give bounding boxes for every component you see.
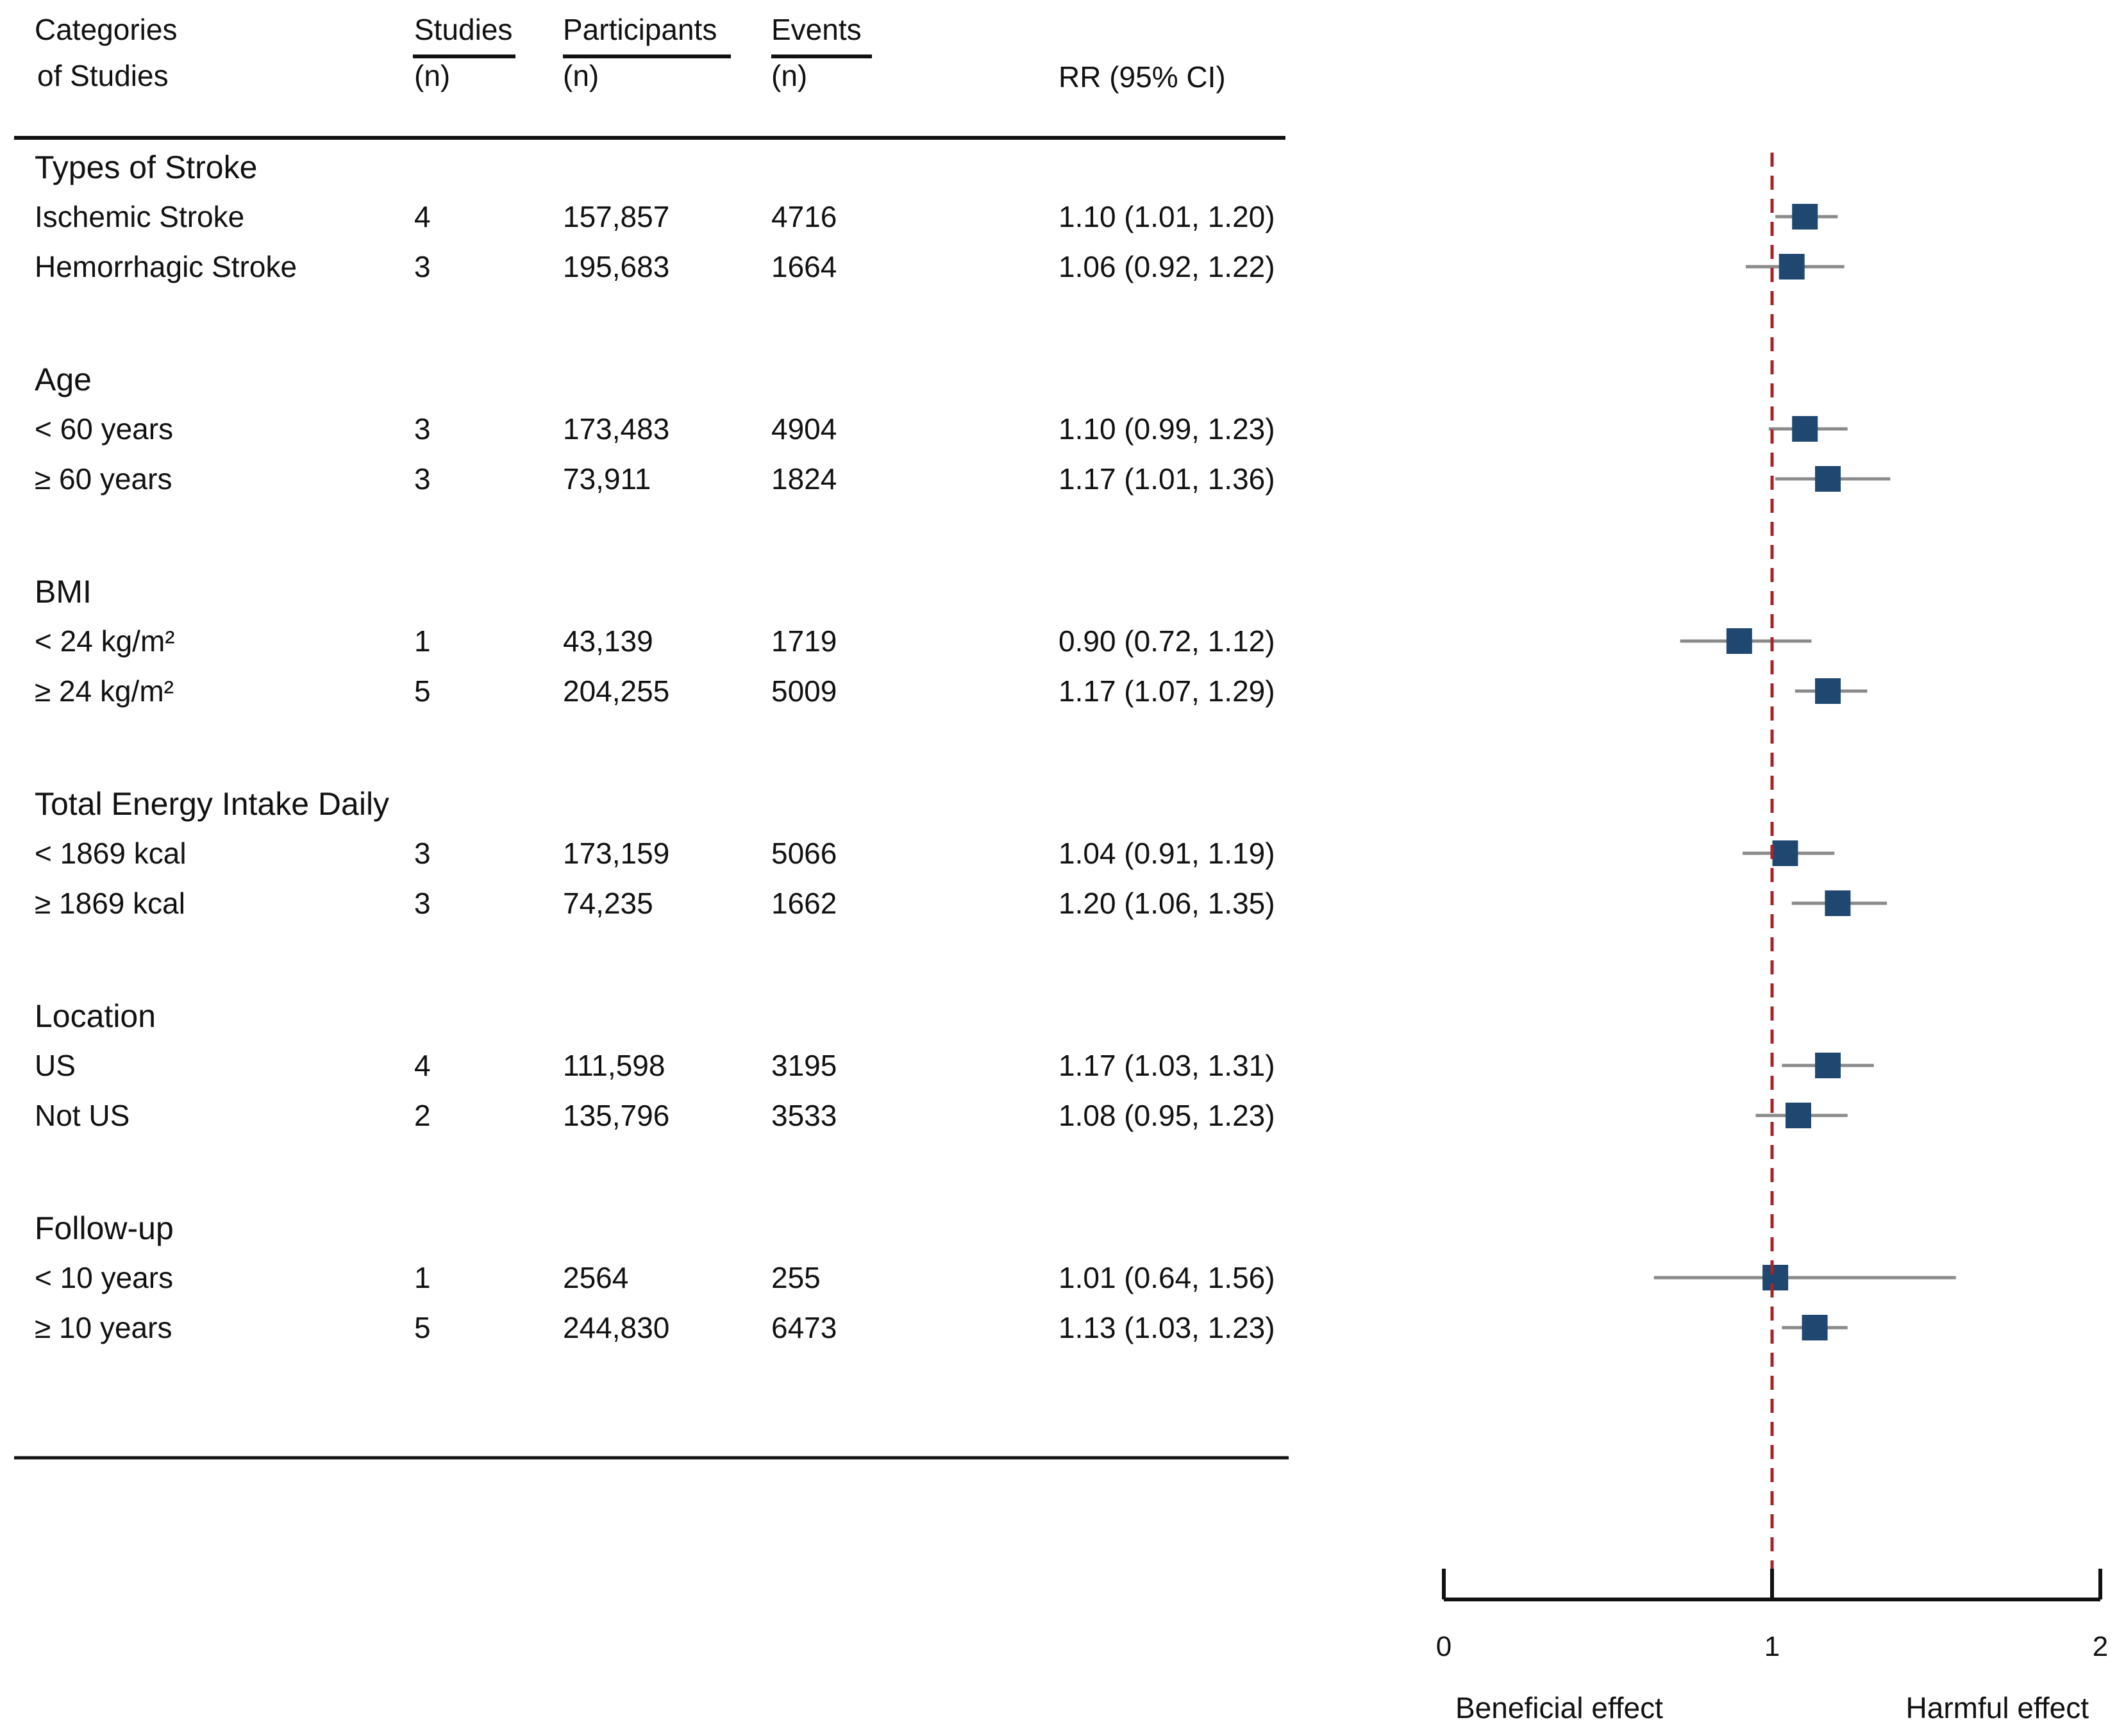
row-participants: 74,235 (563, 887, 653, 920)
x-tick-label: 2 (2093, 1631, 2108, 1662)
row-participants: 111,598 (563, 1049, 665, 1082)
group-label: Age (35, 362, 92, 397)
row-participants: 204,255 (563, 674, 669, 708)
row-rr-ci: 0.90 (0.72, 1.12) (1058, 624, 1275, 658)
group-label: Location (35, 998, 156, 1034)
row-studies: 3 (414, 837, 431, 870)
row-rr-ci: 1.10 (0.99, 1.23) (1058, 412, 1275, 446)
row-studies: 3 (414, 412, 431, 446)
row-events: 1664 (771, 250, 837, 283)
row-studies: 3 (414, 250, 431, 283)
row-studies: 2 (414, 1099, 431, 1132)
row-rr-ci: 1.17 (1.01, 1.36) (1058, 462, 1275, 496)
row-label: ≥ 60 years (35, 462, 172, 496)
row-studies: 5 (414, 1311, 431, 1344)
row-rr-ci: 1.13 (1.03, 1.23) (1058, 1311, 1275, 1344)
row-participants: 244,830 (563, 1311, 669, 1344)
rr-marker (1802, 1315, 1828, 1340)
row-label: ≥ 24 kg/m² (35, 674, 174, 708)
row-studies: 3 (414, 887, 431, 920)
row-studies: 5 (414, 674, 431, 708)
row-rr-ci: 1.20 (1.06, 1.35) (1058, 887, 1275, 920)
header-participants-unit: (n) (563, 59, 599, 92)
row-rr-ci: 1.17 (1.07, 1.29) (1058, 674, 1275, 708)
row-label: < 1869 kcal (35, 837, 187, 870)
rr-marker (1815, 466, 1841, 492)
row-studies: 4 (414, 200, 431, 233)
row-participants: 157,857 (563, 200, 669, 233)
rr-marker (1792, 204, 1818, 230)
caption-harmful: Harmful effect (1906, 1691, 2089, 1724)
row-studies: 4 (414, 1049, 431, 1082)
row-participants: 73,911 (563, 462, 651, 496)
rr-marker (1815, 678, 1841, 704)
group-label: Total Energy Intake Daily (35, 786, 389, 822)
row-label: Hemorrhagic Stroke (35, 250, 297, 283)
rr-marker (1778, 254, 1805, 280)
row-participants: 173,159 (563, 837, 669, 870)
header-studies-unit: (n) (414, 59, 450, 92)
row-participants: 195,683 (563, 250, 669, 283)
row-label: Ischemic Stroke (35, 200, 244, 233)
group-label: BMI (35, 574, 92, 610)
rr-marker (1815, 1053, 1841, 1078)
row-events: 6473 (771, 1311, 837, 1344)
row-participants: 135,796 (563, 1099, 669, 1132)
rr-marker (1785, 1103, 1811, 1128)
x-tick-label: 1 (1764, 1631, 1780, 1662)
group-label: Types of Stroke (35, 149, 257, 185)
caption-beneficial: Beneficial effect (1455, 1691, 1663, 1724)
row-events: 5066 (771, 837, 837, 870)
row-studies: 1 (414, 1261, 431, 1294)
row-label: Not US (35, 1099, 130, 1132)
rr-marker (1762, 1265, 1789, 1290)
group-label: Follow-up (35, 1210, 174, 1246)
row-events: 255 (771, 1261, 821, 1294)
header-categories-sub: of Studies (37, 59, 169, 92)
row-label: < 60 years (35, 412, 173, 446)
row-events: 3533 (771, 1099, 837, 1132)
row-label: < 10 years (35, 1261, 173, 1294)
header-participants: Participants (563, 13, 717, 46)
row-rr-ci: 1.10 (1.01, 1.20) (1058, 200, 1275, 233)
row-label: ≥ 1869 kcal (35, 887, 185, 920)
row-rr-ci: 1.04 (0.91, 1.19) (1058, 837, 1275, 870)
row-rr-ci: 1.01 (0.64, 1.56) (1058, 1261, 1275, 1294)
row-studies: 1 (414, 624, 431, 658)
header-events-unit: (n) (771, 59, 807, 92)
rr-marker (1772, 840, 1798, 866)
rr-marker (1825, 890, 1851, 916)
header-categories: Categories (35, 13, 177, 46)
header-rr: RR (95% CI) (1058, 60, 1226, 94)
row-events: 4904 (771, 412, 837, 446)
row-events: 5009 (771, 674, 837, 708)
row-participants: 43,139 (563, 624, 653, 658)
row-rr-ci: 1.08 (0.95, 1.23) (1058, 1099, 1275, 1132)
row-events: 1662 (771, 887, 837, 920)
row-label: < 24 kg/m² (35, 624, 175, 658)
row-participants: 2564 (563, 1261, 628, 1294)
row-events: 3195 (771, 1049, 837, 1082)
row-events: 1824 (771, 462, 837, 496)
row-label: US (35, 1049, 76, 1082)
x-tick-label: 0 (1436, 1631, 1452, 1662)
row-participants: 173,483 (563, 412, 669, 446)
header-events: Events (771, 13, 862, 46)
header-studies: Studies (414, 13, 512, 46)
table-layer: Categories of Studies Studies (n) Participan… (14, 13, 1289, 1460)
rr-marker (1726, 628, 1752, 654)
rr-marker (1792, 416, 1818, 442)
row-rr-ci: 1.17 (1.03, 1.31) (1058, 1049, 1275, 1082)
row-rr-ci: 1.06 (0.92, 1.22) (1058, 250, 1275, 283)
row-events: 1719 (771, 624, 837, 658)
row-label: ≥ 10 years (35, 1311, 172, 1344)
plot-layer: 0 1 2 Beneficial effect Harmful effect (1436, 153, 2108, 1724)
row-studies: 3 (414, 462, 431, 496)
row-events: 4716 (771, 200, 837, 233)
